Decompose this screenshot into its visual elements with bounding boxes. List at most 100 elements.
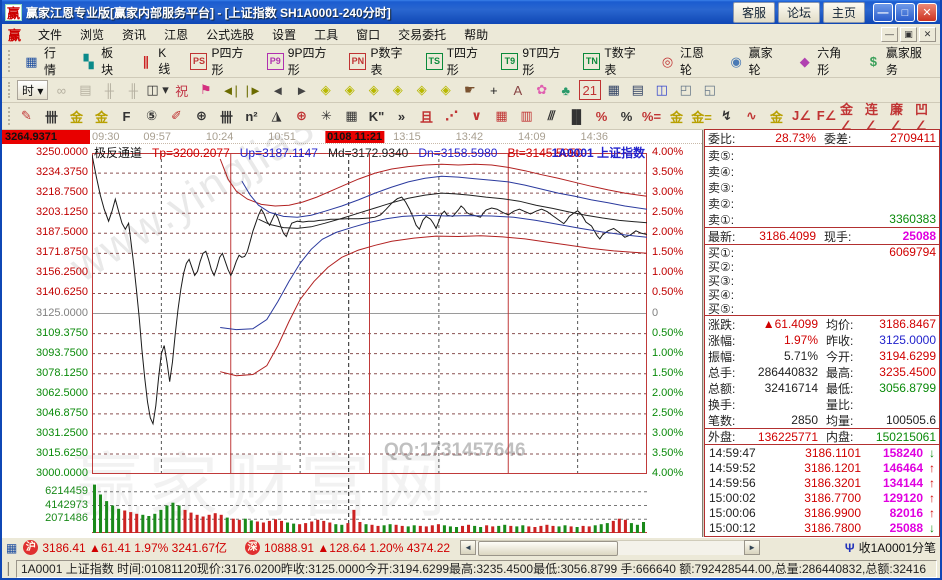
buy-row[interactable]: 买②: <box>705 259 939 274</box>
tick-row[interactable]: 15:00:06 3186.9900 82016 ↑ <box>705 505 939 520</box>
nav-tool-icon[interactable]: ▦ <box>607 82 620 97</box>
view-toolbar-button[interactable]: TN T数字表 <box>576 42 652 80</box>
toolbar-grip[interactable] <box>8 49 12 73</box>
menu-item[interactable]: 设置 <box>272 27 297 42</box>
menu-item[interactable]: 文件 <box>38 27 63 42</box>
sell-row[interactable]: 卖④: <box>705 163 939 179</box>
buy-row[interactable]: 买⑤: <box>705 301 939 316</box>
gann-tool-icon[interactable]: 金∠ <box>840 101 854 133</box>
nav-tool-icon[interactable]: ◫ ▾ <box>146 82 169 97</box>
nav-tool-icon[interactable]: ▤ <box>79 82 92 97</box>
titlebar-soft-button[interactable]: 客服 <box>732 1 775 23</box>
nav-tool-icon[interactable]: ☛ <box>463 82 476 97</box>
view-toolbar-button[interactable]: T9 9T四方形 <box>494 42 576 80</box>
tick-row[interactable]: 15:00:12 3186.7800 25088 ↓ <box>705 520 939 535</box>
gann-tool-icon[interactable]: ⋰ <box>445 108 458 123</box>
gann-tool-icon[interactable]: 金 <box>669 109 683 125</box>
gann-tool-icon[interactable]: % <box>620 108 633 124</box>
volume-chart[interactable] <box>92 478 647 533</box>
scroll-right-icon[interactable]: ► <box>744 540 761 555</box>
gann-tool-icon[interactable]: 连∠ <box>865 101 879 133</box>
nav-tool-icon[interactable]: ✿ <box>536 82 548 97</box>
gann-tool-icon[interactable]: ✎ <box>21 108 32 123</box>
sell-row[interactable]: 卖②: <box>705 195 939 211</box>
menu-item[interactable]: 交易委托 <box>398 27 447 42</box>
price-chart[interactable] <box>92 153 647 474</box>
gann-tool-icon[interactable]: K" <box>368 108 385 124</box>
view-toolbar-button[interactable]: P9 9P四方形 <box>260 42 343 80</box>
market-grid-icon[interactable]: ▦ <box>6 540 18 555</box>
sell-row[interactable]: 卖⑤: <box>705 147 939 163</box>
gann-tool-icon[interactable]: 金 <box>94 109 108 125</box>
gann-tool-icon[interactable]: ⊕ <box>196 108 207 123</box>
maximize-button[interactable]: □ <box>895 2 915 22</box>
mdi-restore-button[interactable]: ▣ <box>900 26 917 42</box>
menu-item[interactable]: 工具 <box>314 27 339 42</box>
nav-tool-icon[interactable]: + <box>489 82 498 98</box>
toolbar-grip[interactable] <box>8 106 10 126</box>
menu-item[interactable]: 公式选股 <box>206 27 255 42</box>
sell-row[interactable]: 卖③: <box>705 179 939 195</box>
view-toolbar-button[interactable]: ∥ K线 <box>130 44 183 79</box>
gann-tool-icon[interactable]: ✳ <box>321 108 332 123</box>
nav-tool-icon[interactable]: ◱ <box>703 82 716 97</box>
nav-tool-icon[interactable]: ♣ <box>561 82 571 98</box>
nav-tool-icon[interactable]: ◈ <box>440 82 451 97</box>
gann-tool-icon[interactable]: 卌 <box>44 109 58 125</box>
buy-row[interactable]: 买①: 6069794 <box>705 245 939 260</box>
gann-tool-icon[interactable]: F∠ <box>816 108 837 123</box>
menu-item[interactable]: 窗口 <box>356 27 381 42</box>
nav-tool-icon[interactable]: ◄ <box>271 82 285 98</box>
gann-tool-icon[interactable]: 金 <box>69 109 83 125</box>
gann-tool-icon[interactable]: %= <box>641 108 662 124</box>
nav-tool-icon[interactable]: ◈ <box>392 82 403 97</box>
nav-tool-icon[interactable]: ⚑ <box>199 82 212 97</box>
gann-tool-icon[interactable]: ▐▌ <box>567 108 586 124</box>
gann-tool-icon[interactable]: ◮ <box>271 108 282 123</box>
view-toolbar-button[interactable]: PS P四方形 <box>183 42 259 80</box>
gann-tool-icon[interactable]: ⫻ <box>547 108 556 123</box>
gann-tool-icon[interactable]: ⑤ <box>145 108 157 123</box>
nav-tool-icon[interactable]: ╫ <box>104 82 114 98</box>
nav-tool-icon[interactable]: ▤ <box>631 82 644 97</box>
nav-tool-icon[interactable]: ╫ <box>128 82 138 98</box>
gann-tool-icon[interactable]: 金 <box>769 109 783 125</box>
gann-tool-icon[interactable]: ✐ <box>171 108 182 123</box>
gann-tool-icon[interactable]: ↯ <box>721 108 732 123</box>
nav-tool-icon[interactable]: ∞ <box>56 82 66 98</box>
gann-tool-icon[interactable]: ▥ <box>520 108 533 123</box>
gann-tool-icon[interactable]: ▦ <box>345 108 358 123</box>
titlebar-soft-button[interactable]: 论坛 <box>777 1 820 23</box>
tick-row[interactable]: 14:59:56 3186.3201 134144 ↑ <box>705 475 939 490</box>
gann-tool-icon[interactable]: » <box>397 108 406 124</box>
gann-tool-icon[interactable]: ▦ <box>495 108 508 123</box>
menu-item[interactable]: 浏览 <box>80 27 105 42</box>
nav-tool-icon[interactable]: 祝 <box>175 83 189 99</box>
nav-tool-icon[interactable]: ◈ <box>344 82 355 97</box>
view-toolbar-button[interactable]: PN P数字表 <box>342 42 418 80</box>
gann-tool-icon[interactable]: ∨ <box>471 108 482 123</box>
scrollbar-thumb[interactable] <box>478 541 619 556</box>
gann-tool-icon[interactable]: F <box>122 108 131 124</box>
menu-item[interactable]: 资讯 <box>122 27 147 42</box>
view-toolbar-button[interactable]: ▦ 行情 <box>16 42 73 80</box>
menu-item[interactable]: 帮助 <box>464 27 489 42</box>
buy-row[interactable]: 买③: <box>705 273 939 288</box>
scrollbar-track[interactable] <box>476 540 745 556</box>
tick-row[interactable]: 14:59:47 3186.1101 158240 ↓ <box>705 445 939 460</box>
gann-tool-icon[interactable]: 凹∠ <box>915 101 929 133</box>
horizontal-scrollbar[interactable]: ◄ ► <box>460 540 761 556</box>
tick-row[interactable]: 15:00:02 3186.7700 129120 ↑ <box>705 490 939 505</box>
gann-tool-icon[interactable]: 金= <box>691 109 712 125</box>
view-toolbar-button[interactable]: TS T四方形 <box>419 42 495 80</box>
gann-tool-icon[interactable]: ∿ <box>746 108 757 123</box>
gann-tool-icon[interactable]: 廉∠ <box>890 101 904 133</box>
tick-row[interactable]: 14:59:52 3186.1201 146464 ↑ <box>705 460 939 475</box>
nav-tool-icon[interactable]: ◰ <box>679 82 692 97</box>
nav-tool-icon[interactable]: ◈ <box>368 82 379 97</box>
nav-tool-icon[interactable]: 21 <box>578 80 601 100</box>
gann-tool-icon[interactable]: J∠ <box>792 108 811 123</box>
nav-tool-icon[interactable]: |► <box>245 82 262 98</box>
nav-tool-icon[interactable]: A <box>513 82 523 98</box>
titlebar-soft-button[interactable]: 主页 <box>822 1 865 23</box>
